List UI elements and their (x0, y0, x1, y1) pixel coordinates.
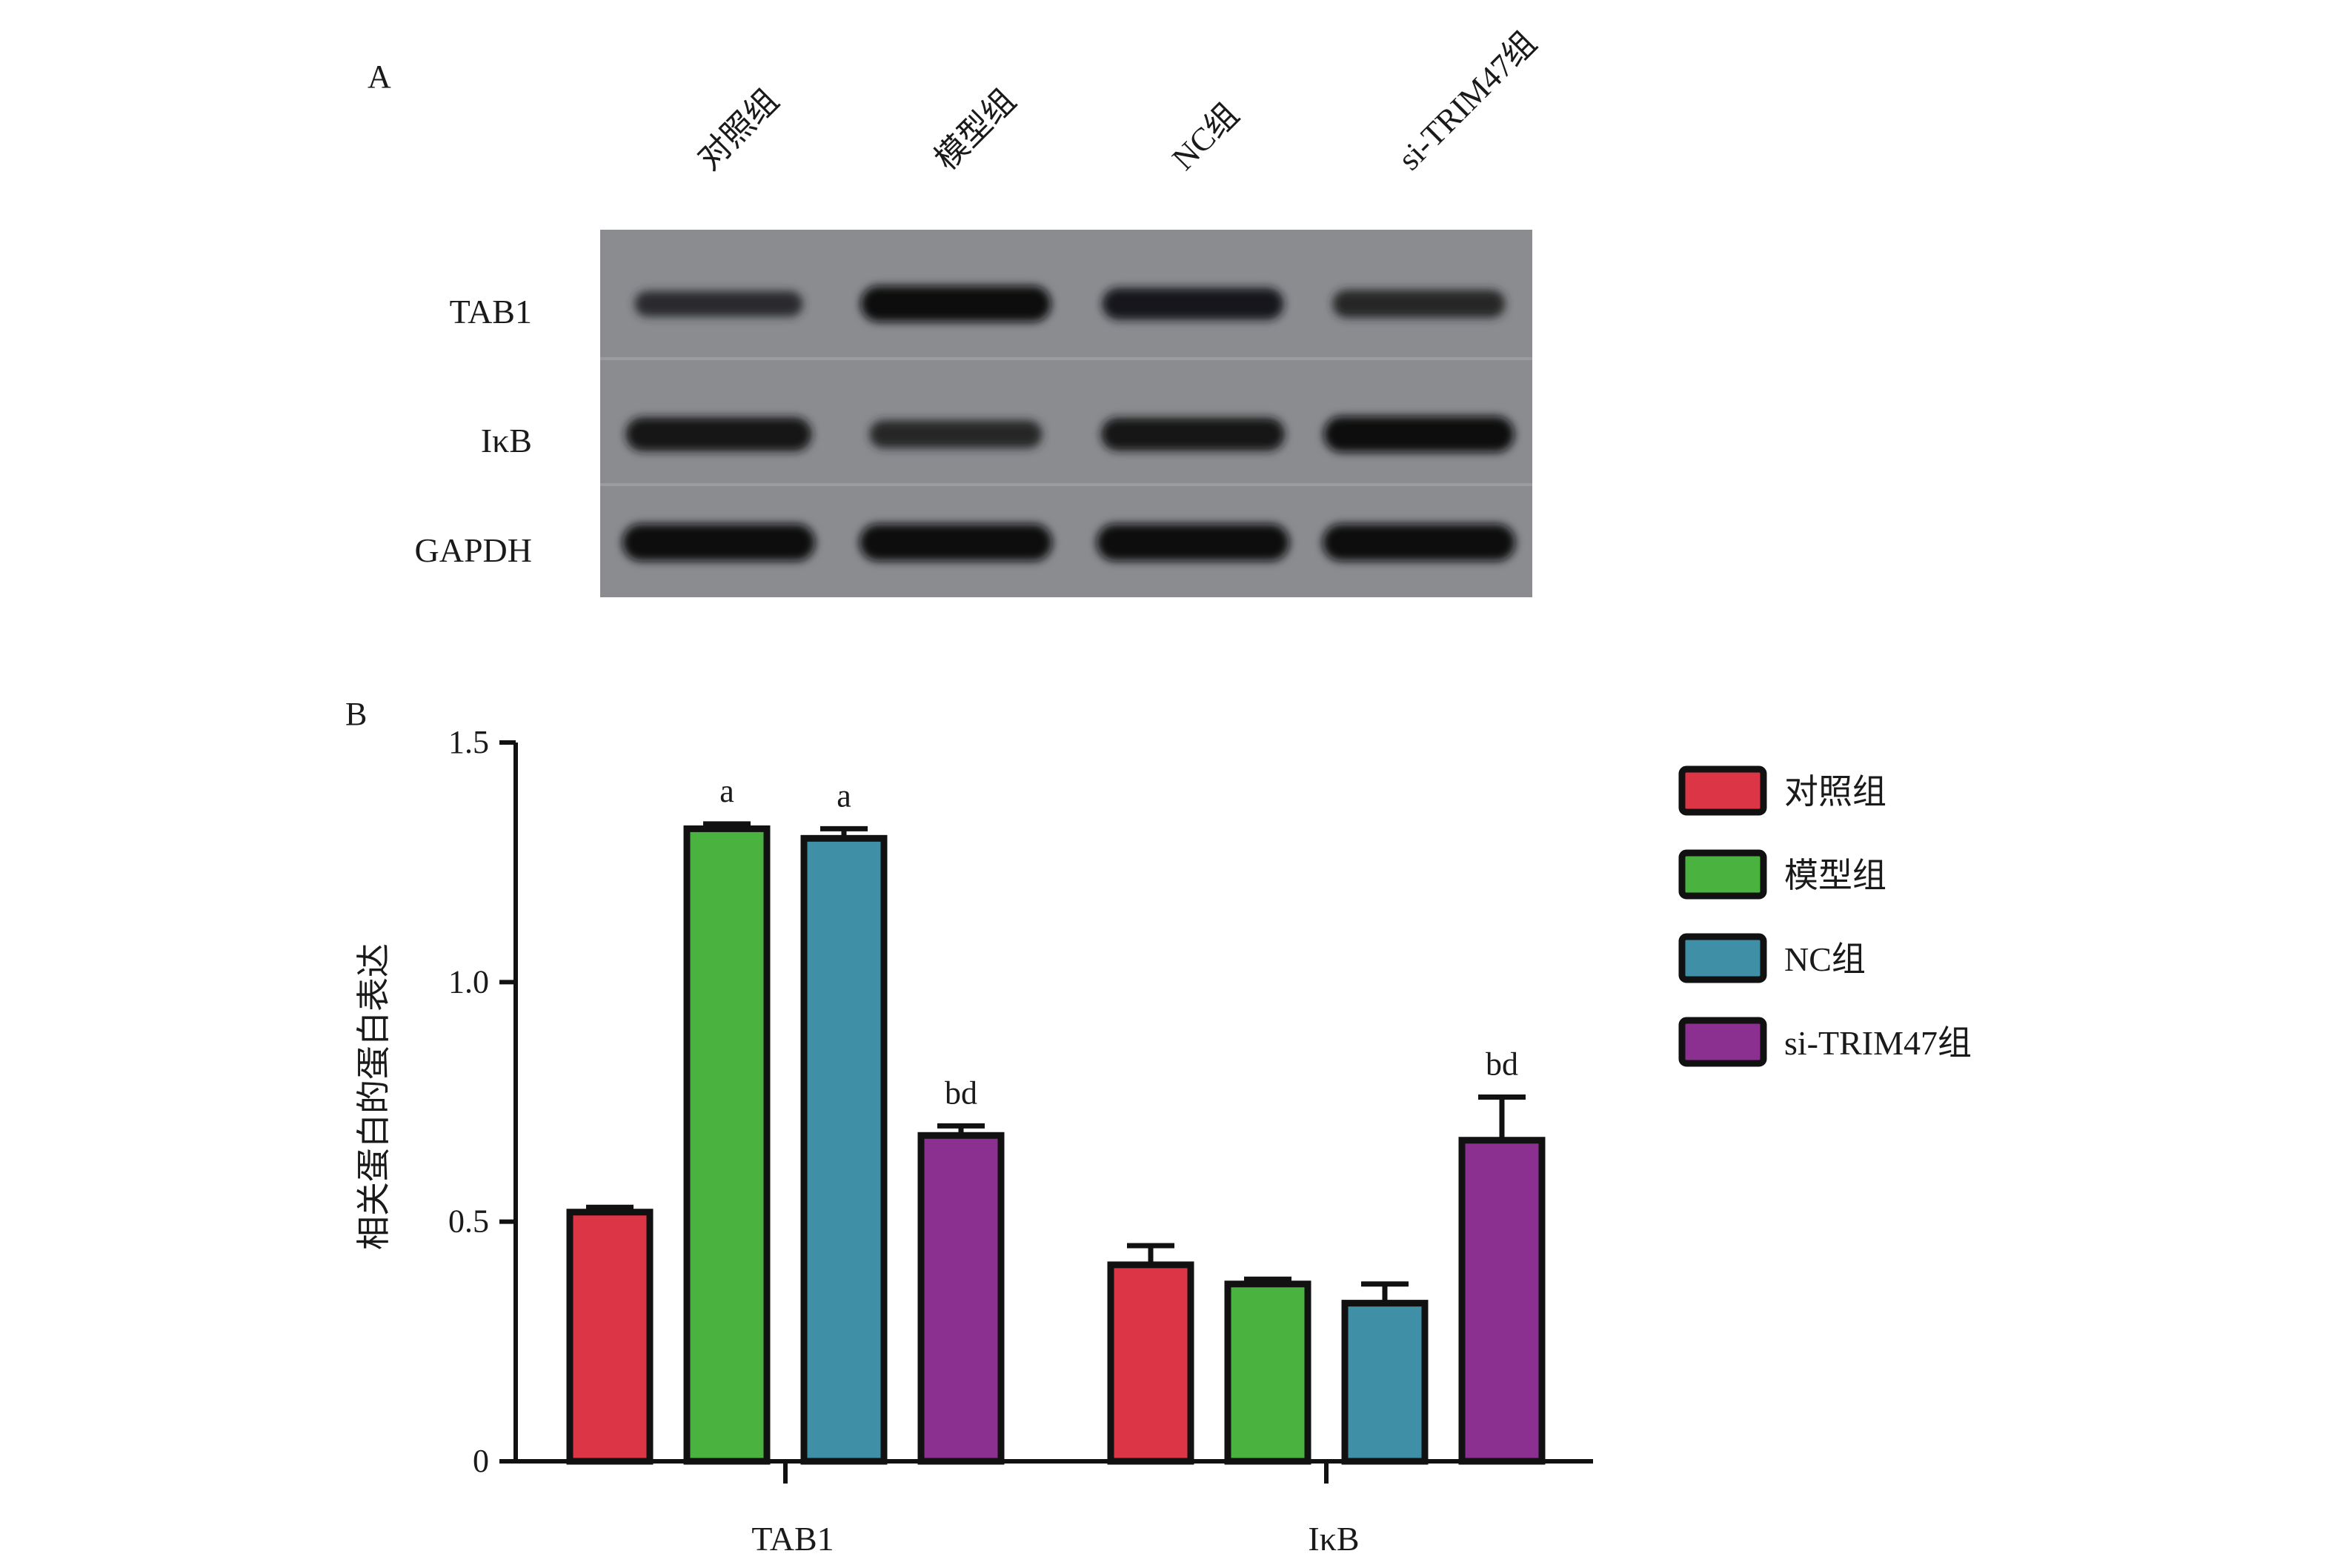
band-tab1-0 (634, 290, 803, 317)
lane-labels: 对照组 模型组 NC组 si-TRIM47组 (691, 24, 1543, 177)
legend-swatch-3 (1678, 1017, 1767, 1067)
bar-tab1-3 (917, 1132, 1005, 1465)
y-tick-label: 1.5 (448, 724, 489, 760)
bar-i-b-2 (1341, 1300, 1429, 1465)
legend-swatch-0 (1678, 765, 1767, 816)
y-axis-label: 相关蛋白的蛋白表达 (355, 943, 393, 1250)
bar-annotation: a (719, 773, 734, 809)
blot-row-label-gapdh: GAPDH (415, 531, 532, 569)
western-blot (600, 230, 1532, 597)
band-i-b-0 (625, 417, 812, 451)
blot-seam (600, 357, 1532, 360)
band-i-b-3 (1323, 416, 1515, 453)
bar-i-b-3 (1458, 1137, 1546, 1465)
bar-tab1-1 (683, 825, 771, 1465)
band-gapdh-3 (1323, 524, 1515, 561)
lane-label-3: si-TRIM47组 (1391, 24, 1543, 177)
bar-annotation: bd (945, 1074, 977, 1111)
bar-tab1-0 (566, 1209, 654, 1465)
blot-row-label-i-b: IκB (481, 422, 532, 459)
blot-row-label-tab1: TAB1 (450, 293, 532, 330)
blot-seam (600, 483, 1532, 486)
band-gapdh-2 (1097, 524, 1289, 561)
bar-annotation: bd (1486, 1046, 1518, 1083)
panel-a-label: A (368, 59, 391, 95)
band-gapdh-0 (622, 524, 815, 561)
legend-swatch-1 (1678, 849, 1767, 900)
band-tab1-2 (1102, 288, 1284, 320)
legend-label-0: 对照组 (1784, 773, 1886, 811)
bar-i-b-1 (1224, 1280, 1311, 1465)
legend-swatch-2 (1678, 933, 1767, 983)
lane-label-2: NC组 (1165, 96, 1246, 177)
bar-annotation: a (837, 777, 851, 814)
legend-label-3: si-TRIM47组 (1784, 1024, 1972, 1062)
band-i-b-2 (1101, 417, 1285, 451)
y-tick-label: 0.5 (448, 1203, 489, 1240)
legend-label-2: NC组 (1784, 940, 1866, 978)
y-tick-label: 0 (473, 1443, 489, 1479)
panel-b-label: B (345, 696, 367, 732)
y-tick-label: 1.0 (448, 963, 489, 1000)
bar-tab1-2 (800, 834, 888, 1465)
lane-label-0: 对照组 (691, 82, 785, 177)
band-gapdh-1 (860, 524, 1052, 561)
band-tab1-1 (860, 285, 1051, 322)
x-tick-label-tab1: TAB1 (751, 1520, 834, 1558)
x-tick-label-i-b: IκB (1308, 1520, 1359, 1558)
band-tab1-3 (1332, 290, 1506, 318)
bar-i-b-0 (1107, 1261, 1194, 1465)
legend-label-1: 模型组 (1784, 857, 1886, 894)
blot-row-labels: TAB1 IκB GAPDH (415, 293, 532, 569)
lane-label-1: 模型组 (928, 82, 1023, 177)
band-i-b-1 (869, 420, 1043, 448)
bar-chart: 0 0.5 1.0 1.5 TAB1 a a bd IκB bd (448, 724, 1593, 1558)
